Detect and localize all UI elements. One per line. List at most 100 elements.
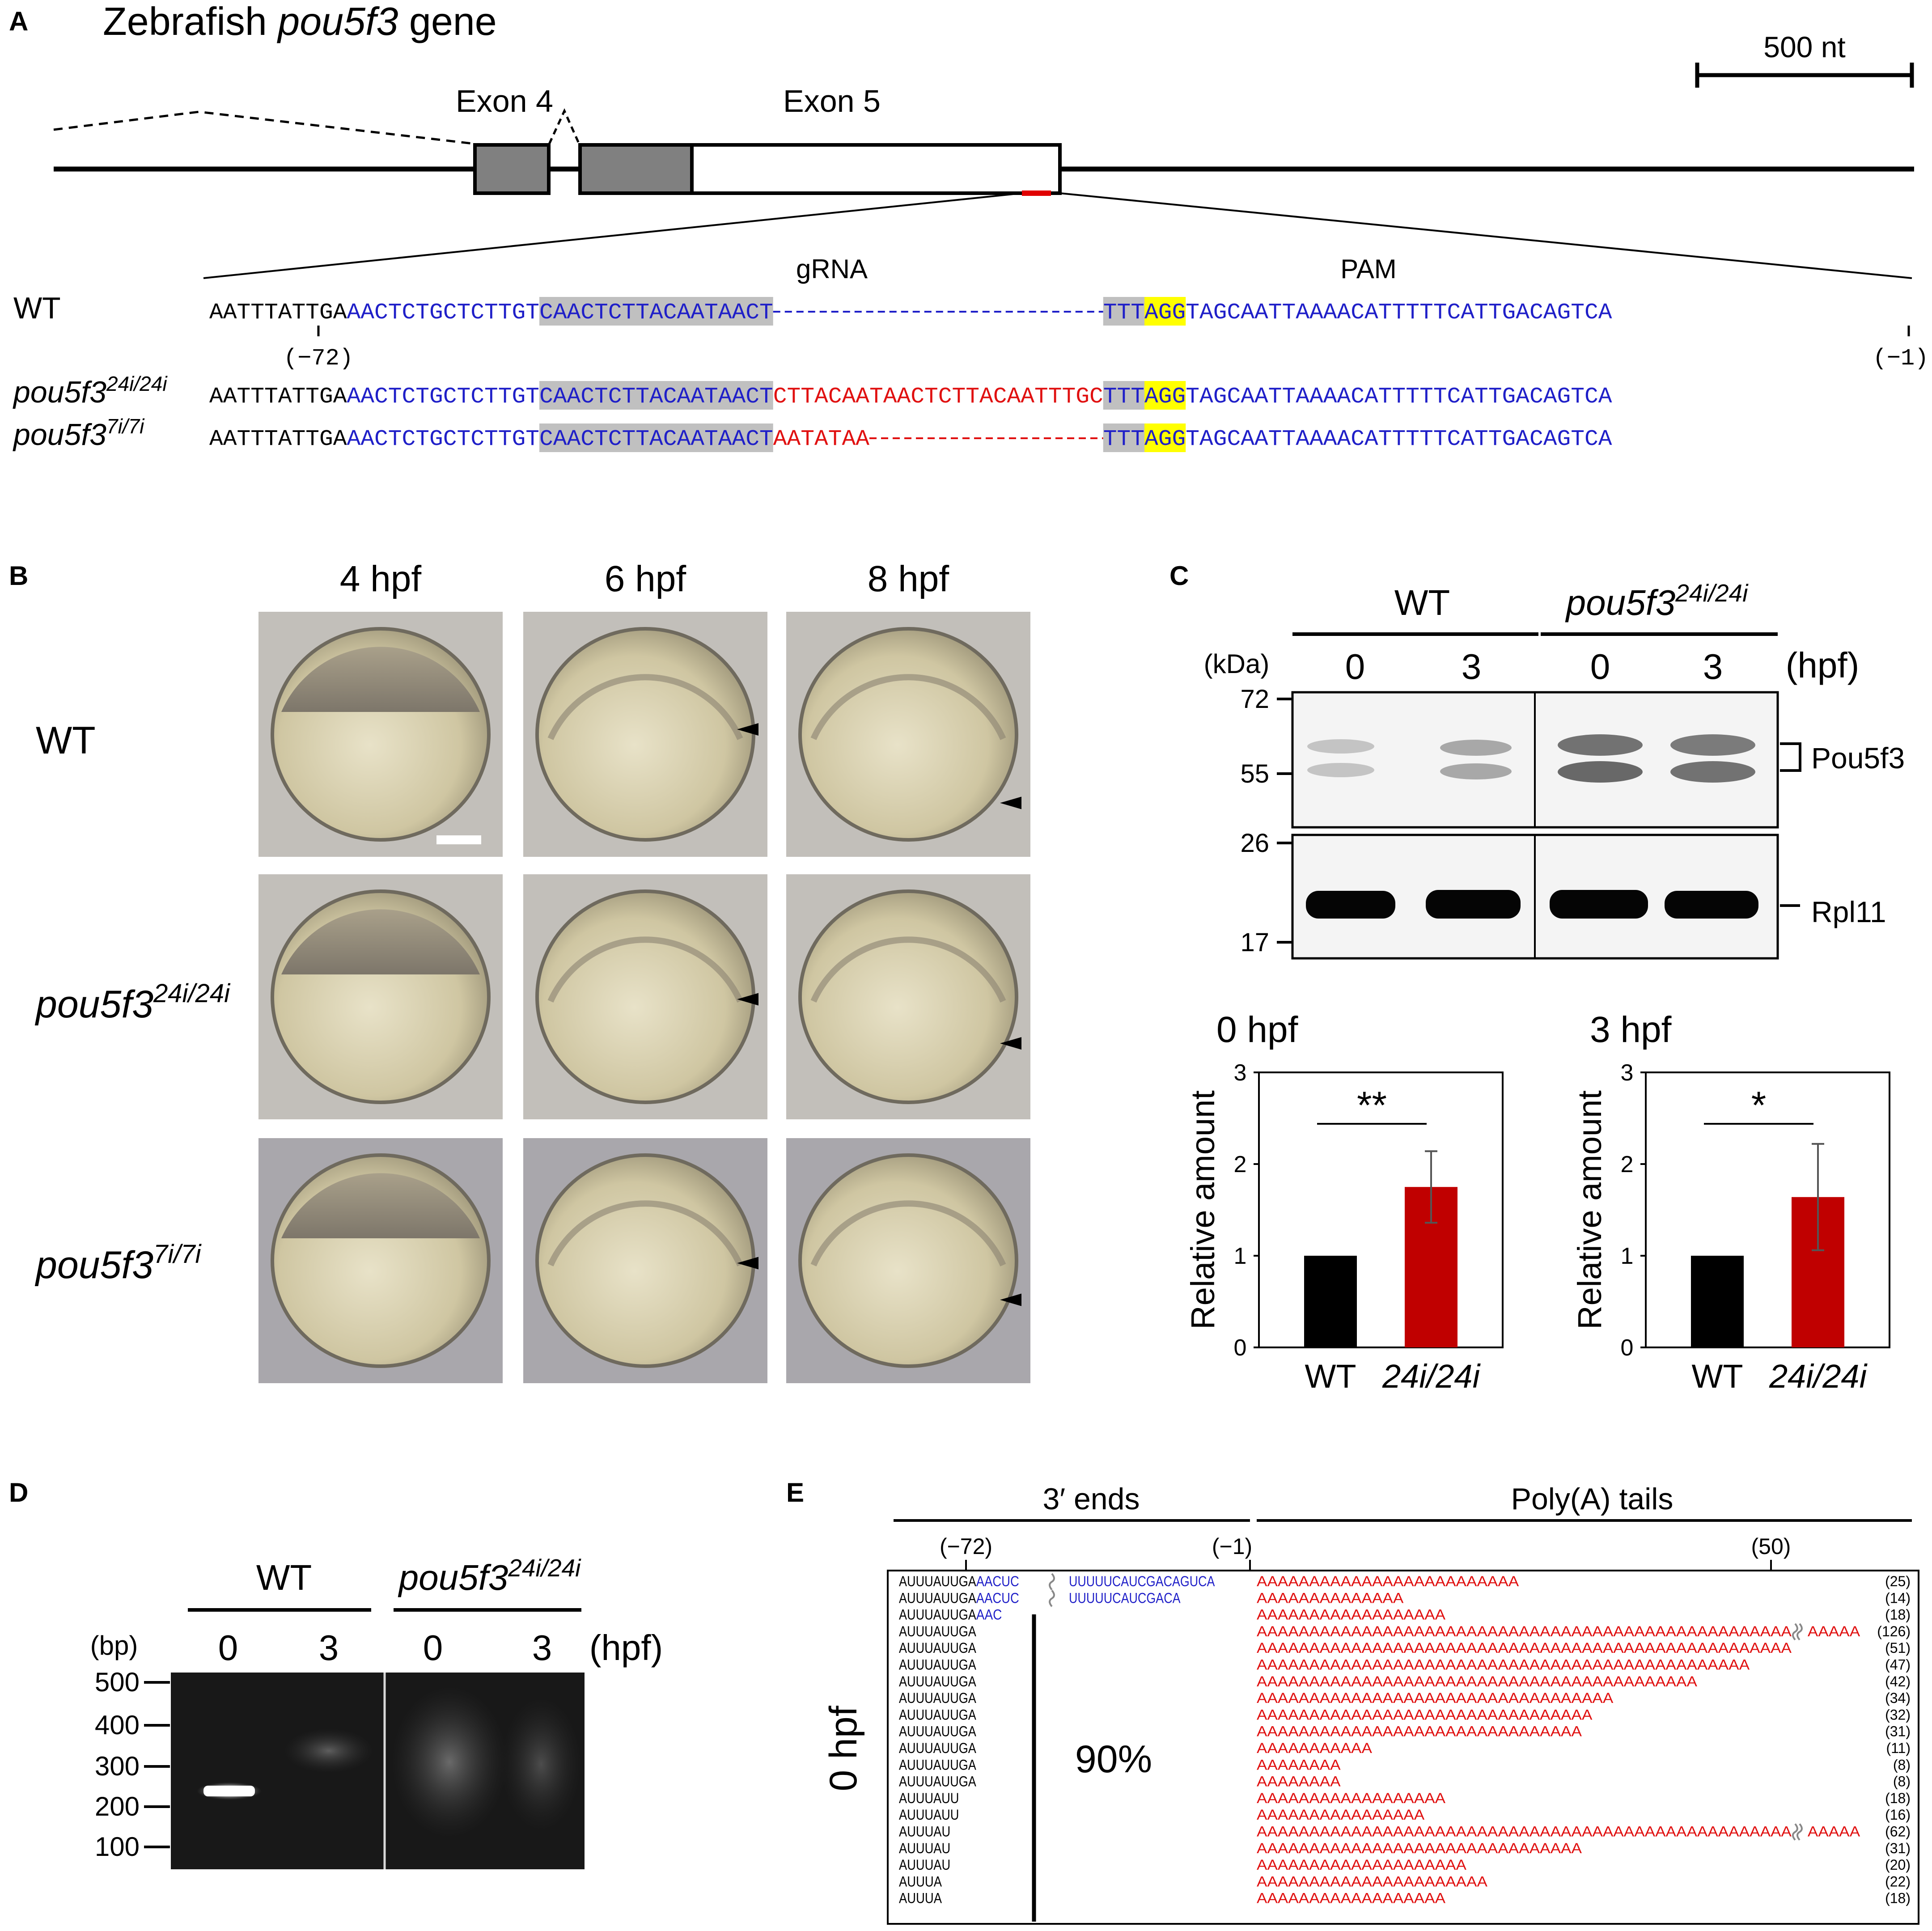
marker-label: 200 [95,1791,140,1821]
panel-b-label: B [9,561,28,591]
sequence-highlight [1144,423,1186,452]
polya-tail: AAAAAAAAAAAAAAAAAAAAAAAAAAAAAAAAAA [1257,1690,1614,1706]
read-utr: UUUUUCAUCGACA [1069,1590,1181,1606]
read-genomic: AUUUAUUGA [899,1623,976,1639]
bar [1691,1256,1744,1347]
gel-group-wt: WT [256,1558,312,1597]
marker-label: 72 [1240,685,1269,714]
read-genomic: AUUUAU [899,1824,950,1840]
column-label: 4 hpf [340,559,422,599]
pam-label: PAM [1340,254,1397,284]
polya-tail: AAAAAAAAAAAAAAAAAAAAAAAAAAAAAAA [1257,1840,1582,1856]
polya-tail: AAAAAAAAAAAAAAAAAAAAAAAAAAAAAAAAAAAAAAAA… [1257,1673,1698,1690]
read-count: (51) [1885,1640,1911,1656]
read-genomic: AUUUAU [899,1840,950,1856]
read-count: (34) [1885,1690,1911,1706]
bp-label: (bp) [90,1630,138,1660]
polya-tail: AAAAAAAAAAAAAAAAAA [1257,1890,1446,1906]
y-axis-label: Relative amount [1184,1090,1221,1330]
panel-c-label: C [1169,561,1189,591]
arrowhead-marker [1000,1037,1021,1050]
y-axis-label: Relative amount [1571,1090,1608,1330]
sequence-segment: CAACTCTTACAATAACT [539,427,773,452]
embryo-image [523,612,767,857]
chart-title: 0 hpf [1216,1009,1298,1050]
polya-tail: AAAAAAAA [1257,1757,1341,1773]
lane-label: 3 [1703,647,1723,686]
header-polya-tails: Poly(A) tails [1511,1482,1674,1516]
panel-a: A Zebrafish pou5f3 gene 500 nt Exon 4 Ex… [9,0,1928,452]
protein-pou5f3-label: Pou5f3 [1811,741,1905,775]
kda-label: (kDa) [1204,649,1270,679]
polya-tail: AAAAAAAAAAAAAAAAAA [1257,1607,1446,1623]
position-minus-72-e: (−72) [940,1534,992,1559]
read-genomic: AUUUAUU [899,1790,959,1806]
read-genomic: AUUUAUUGA [899,1573,976,1589]
panel-d-label: D [9,1478,28,1508]
read-count: (16) [1885,1807,1911,1823]
read-row: AUUUAUUGA AAAAAAAAAAA (11) [899,1740,1911,1756]
break-mark [1792,1823,1803,1841]
sequence-segment: AACTCTGCTCTTGT [347,384,540,410]
read-row: AUUUAUU AAAAAAAAAAAAAAAAAA (18) [899,1790,1911,1806]
read-genomic: AUUUAUUGA [899,1607,976,1623]
read-genomic: AUUUAUUGA [899,1740,976,1756]
sequence-highlight [1103,423,1144,452]
read-count: (8) [1893,1757,1911,1773]
read-count: (126) [1877,1623,1911,1639]
polya-tail: AAAAAAAAAAAAAAAAAAAAAAAAAAAAAAA [1257,1724,1582,1740]
polya-tail: AAAAA [1808,1623,1860,1639]
exon-5-utr-box [690,143,1062,195]
panel-d: D WT pou5f324i/24i (bp) (hpf) 0 3 0 3 500 40… [9,1478,663,1869]
panel-c: C WT pou5f324i/24i (kDa) (hpf) 0 3 0 3 [1169,561,1905,1395]
sequence-highlight [1103,297,1144,326]
western-blot-rpl11 [1291,834,1779,960]
arrowhead-marker [737,723,758,736]
marker-label: 17 [1240,928,1269,957]
sequence-segment: TTT [1103,300,1144,326]
sequence-segment: CAACTCTTACAATAACT [539,300,773,326]
read-row: AUUUA AAAAAAAAAAAAAAAAAA (18) [899,1890,1911,1906]
read-genomic: AUUUAU [899,1857,950,1873]
sequence-segment: AATATAA [773,427,869,452]
sequence-segment: AATTTATTGA [209,300,347,326]
polya-tail: AAAAAAAAAAAAAAAAAAAAAA [1257,1873,1488,1889]
row-label: WT [36,719,96,762]
scale-bar-white [436,835,481,844]
read-row: AUUUAUUGA AAC AAAAAAAAAAAAAAAAAA (18) [899,1607,1911,1623]
read-genomic: AUUUAUUGA [899,1707,976,1723]
position-50: (50) [1751,1534,1791,1559]
marker-label: 100 [95,1832,140,1862]
read-row: AUUUAUUGA AACUC UUUUUCAUCGACAGUCA AAAAAAAAA… [899,1573,1911,1591]
sequence-row-label: WT [13,291,61,325]
chart-frame [1258,1071,1504,1348]
protein-rpl11-label: Rpl11 [1811,895,1886,928]
lane-label: 0 [1345,647,1365,686]
exon-4-label: Exon 4 [456,84,553,119]
read-count: (31) [1885,1724,1911,1740]
embryo-image [523,874,767,1119]
sequence-segment: AGG [1144,384,1186,410]
chart-title: 3 hpf [1590,1009,1672,1050]
read-count: (62) [1885,1824,1911,1840]
protein-labels: Pou5f3 Rpl11 [1780,741,1905,928]
arrowhead-marker [737,1257,758,1270]
break-mark [1049,1590,1055,1607]
y-tick-label: 2 [1621,1152,1634,1177]
read-genomic: AUUUAUUGA [899,1657,976,1673]
read-utr: AACUC [976,1590,1019,1606]
read-count: (14) [1885,1590,1911,1606]
exon-5-label: Exon 5 [783,84,881,119]
sequence-segment: CAACTCTTACAATAACT [539,384,773,410]
y-tick-label: 1 [1234,1243,1247,1269]
column-label: 6 hpf [605,559,686,599]
y-tick-label: 0 [1621,1335,1634,1361]
embryo-image [258,1138,503,1383]
gel-group-mutant: pou5f324i/24i [398,1554,582,1597]
hpf-unit-label: (hpf) [1786,645,1860,685]
sequence-highlight [539,423,773,452]
sequence-segment: AATTTATTGA [209,384,347,410]
gene-title: Zebrafish pou5f3 gene [103,0,497,43]
read-utr: AAC [976,1607,1002,1623]
